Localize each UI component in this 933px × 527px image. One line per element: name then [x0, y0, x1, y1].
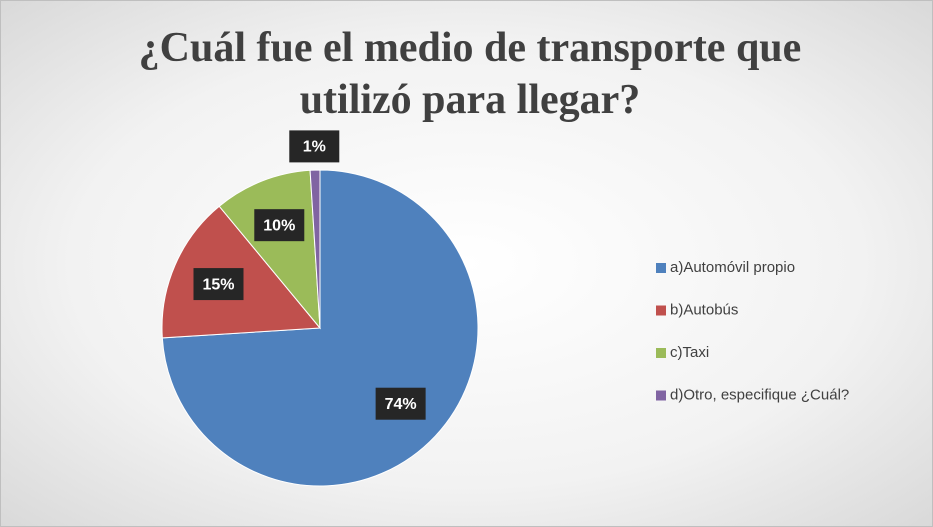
legend-label: a)Automóvil propio [670, 259, 795, 276]
chart-title: ¿Cuál fue el medio de transporte que uti… [138, 25, 802, 123]
data-label: 15% [202, 276, 234, 293]
data-label-box [289, 130, 340, 163]
legend-swatch [656, 263, 666, 273]
data-label: 1% [303, 139, 326, 156]
data-label: 74% [385, 396, 417, 413]
data-label-box [254, 209, 305, 242]
data-label-box [193, 268, 244, 301]
legend-label: b)Autobús [670, 301, 738, 318]
data-label-box [375, 387, 426, 420]
legend-label: d)Otro, especifique ¿Cuál? [670, 386, 849, 403]
legend-label: c)Taxi [670, 344, 709, 361]
legend-swatch [656, 390, 666, 401]
legend-swatch [656, 348, 666, 358]
legend-swatch [656, 305, 666, 316]
data-label: 10% [263, 217, 295, 234]
pie-slice [309, 169, 321, 329]
